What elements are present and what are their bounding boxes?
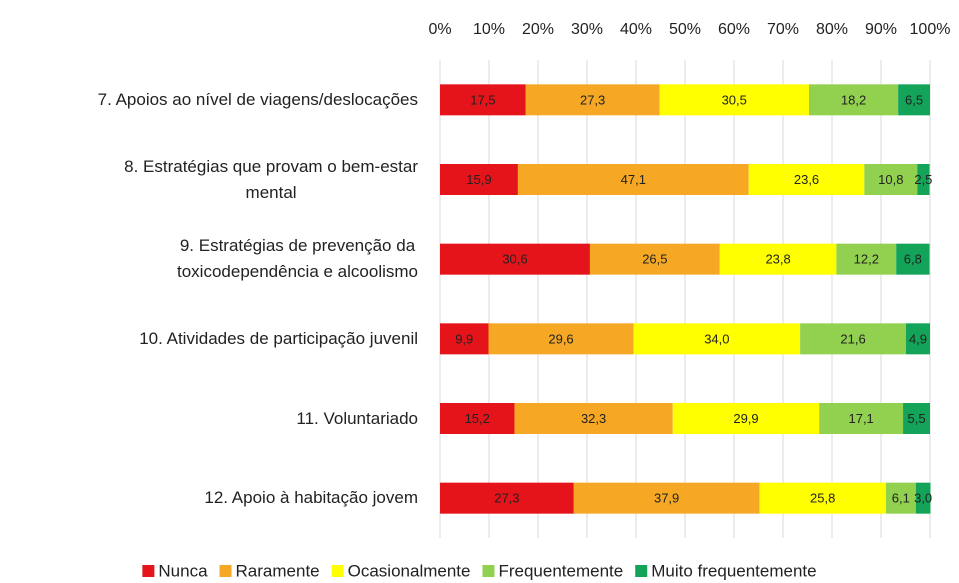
x-tick-label: 40% [620,21,652,38]
category-label: 12. Apoio à habitação jovem [204,485,418,511]
legend-swatch [142,565,155,577]
category-text: 12. Apoio à habitação jovem [204,488,418,508]
bar-segment [759,482,886,514]
value-label: 29,9 [733,411,758,426]
value-label: 25,8 [810,491,835,506]
bar-segment [864,164,918,195]
bar-segment [836,243,897,275]
bar-segment [885,482,916,514]
x-tick-label: 50% [669,21,701,38]
value-label: 17,1 [848,411,873,426]
category-label: 10. Atividades de participação juvenil [139,326,418,352]
bar-segment [659,84,809,116]
category-text: 9. Estratégias de prevenção da toxicodep… [177,236,418,282]
value-label: 30,6 [502,252,527,267]
value-label: 23,8 [765,252,790,267]
value-label: 2,5 [914,172,932,187]
x-tick-label: 30% [571,21,603,38]
x-tick-label: 20% [522,21,554,38]
value-label: 21,6 [840,331,865,346]
value-label: 23,6 [794,172,819,187]
value-label: 10,8 [878,172,903,187]
value-label: 29,6 [548,331,573,346]
bar-segment [819,403,904,434]
value-label: 26,5 [642,252,667,267]
value-label: 47,1 [621,172,646,187]
legend-label: Ocasionalmente [348,561,471,580]
category-text: 8. Estratégias que provam o bem-estar me… [124,156,418,202]
legend-swatch [331,565,344,577]
legend-swatch [219,565,232,577]
value-label: 6,1 [892,491,910,506]
value-label: 9,9 [455,331,473,346]
value-label: 18,2 [841,92,866,107]
category-text: 10. Atividades de participação juvenil [139,328,418,348]
bar-segment [525,84,660,116]
bar-segment [898,84,930,116]
legend-label: Nunca [158,561,208,580]
bar-segment [440,84,526,116]
bar-segment [440,323,489,355]
bar-segment [800,323,906,355]
x-tick-label: 80% [816,21,848,38]
value-label: 5,5 [907,411,925,426]
value-label: 27,3 [494,491,519,506]
value-label: 6,8 [904,252,922,267]
x-tick-label: 10% [473,21,505,38]
value-label: 15,2 [465,411,490,426]
bar-segment [517,164,749,195]
bar-segment [573,482,760,514]
category-label: 7. Apoios ao nível de viagens/deslocaçõe… [98,87,418,113]
bar-segment [719,243,837,275]
x-tick-label: 0% [428,21,451,38]
bar-segment [915,482,931,514]
value-label: 4,9 [909,331,927,346]
bar-segment [903,403,930,434]
value-label: 27,3 [580,92,605,107]
category-label: 11. Voluntariado [296,406,418,432]
bar-segment [488,323,634,355]
legend-label: Muito frequentemente [651,561,816,580]
bar-segment [808,84,899,116]
x-tick-label: 70% [767,21,799,38]
bar-segment [514,403,673,434]
legend-label: Raramente [236,561,320,580]
legend-label: Frequentemente [498,561,623,580]
value-label: 12,2 [854,252,879,267]
bar-segment [440,243,590,275]
bar-segment [440,403,515,434]
value-label: 6,5 [905,92,923,107]
bar-segment [589,243,720,275]
value-label: 34,0 [704,331,729,346]
bar-segment [440,164,518,195]
x-tick-label: 90% [865,21,897,38]
legend: Nunca Raramente Ocasionalmente Frequentemen… [142,561,817,580]
bar-segment [672,403,820,434]
bar-segment [440,482,574,514]
category-label: 8. Estratégias que provam o bem-estar me… [124,154,418,206]
legend-swatch [635,565,648,577]
value-label: 32,3 [581,411,606,426]
bar-segment [905,323,930,355]
value-label: 3,0 [914,491,932,506]
x-tick-label: 100% [910,21,951,38]
value-label: 37,9 [654,491,679,506]
bar-segment [896,243,930,275]
category-text: 11. Voluntariado [296,408,418,428]
category-text: 7. Apoios ao nível de viagens/deslocaçõe… [97,89,418,109]
value-label: 17,5 [470,92,495,107]
x-tick-label: 60% [718,21,750,38]
bar-segment [917,164,930,195]
value-label: 15,9 [466,172,491,187]
legend-swatch [482,565,495,577]
category-label: 9. Estratégias de prevenção da toxicodep… [177,233,418,285]
bar-segment [748,164,865,195]
bar-segment [633,323,801,355]
value-label: 30,5 [722,92,747,107]
